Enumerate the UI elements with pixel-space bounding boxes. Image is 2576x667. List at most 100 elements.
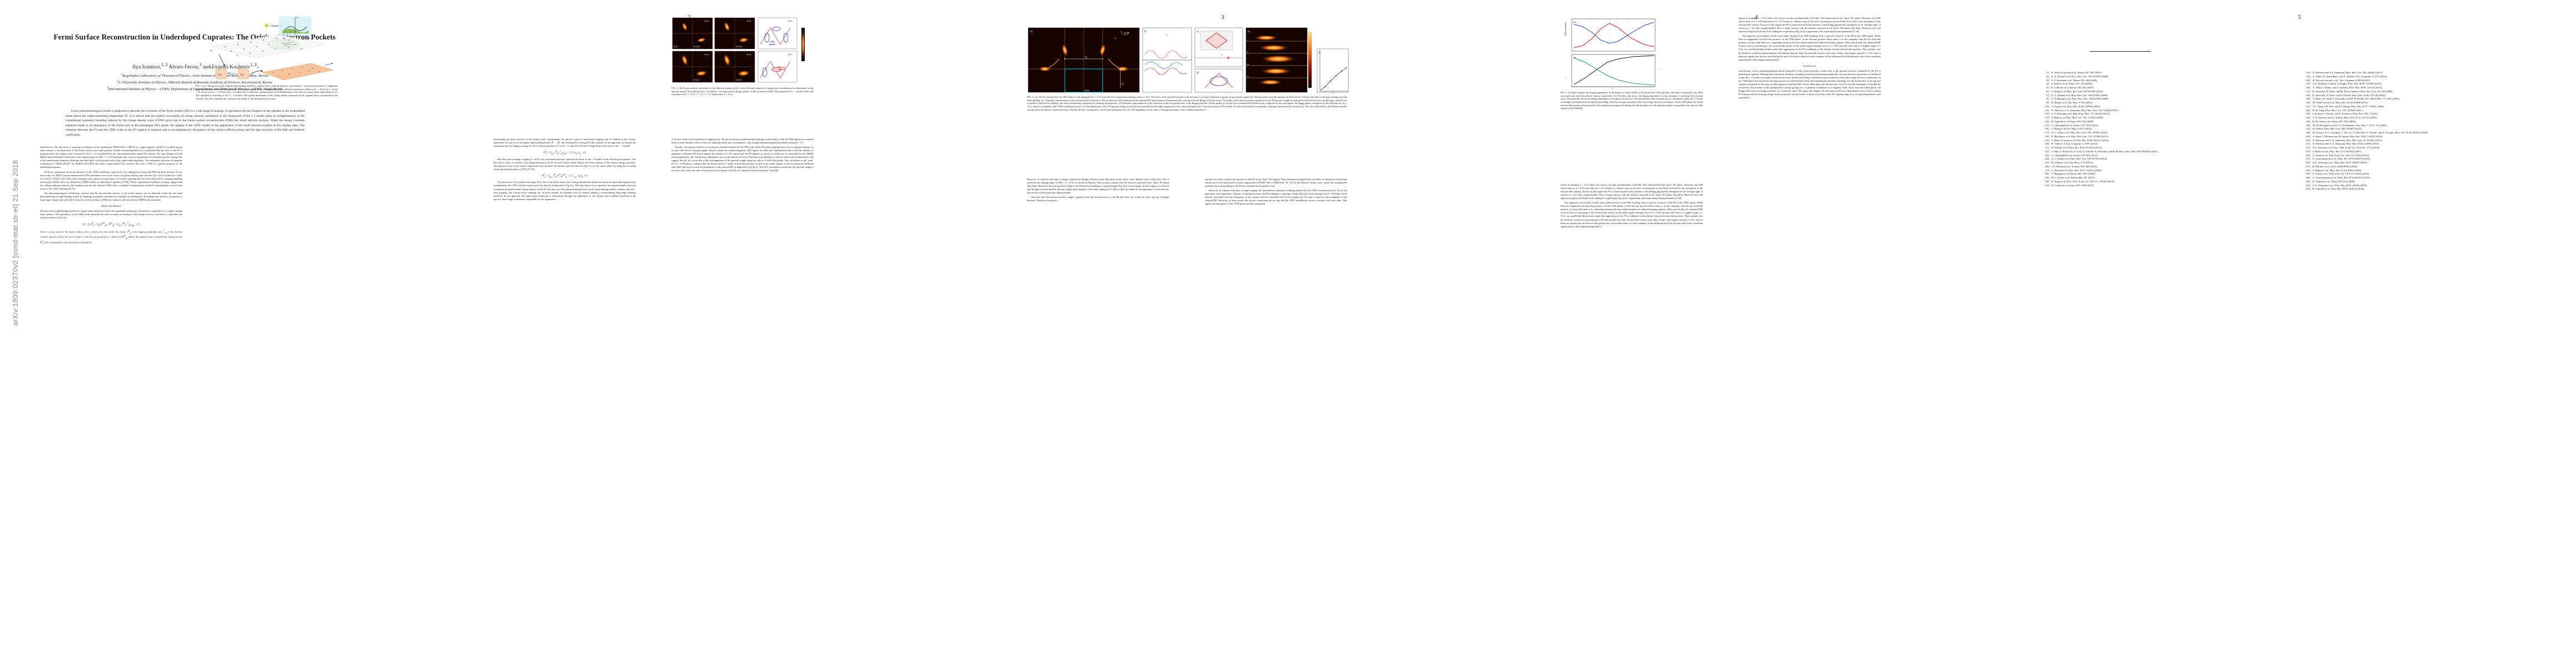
reference-item[interactable]: [20] W. Tabis et al, Nat. Commun. 5, 5875… <box>2040 142 2284 146</box>
reference-item[interactable]: [61] B. Vignolle et al., Nature 455 952 (… <box>2301 180 2559 183</box>
reference-item[interactable]: [12] S. E. Sebastian et al, Rep. Prog. Ph… <box>2040 112 2284 116</box>
svg-text:s-wave: s-wave <box>270 24 278 27</box>
reference-item[interactable]: [16] J. Chang et al, Nat. Phys. 8, 871 (2… <box>2040 127 2284 131</box>
reference-item[interactable]: [24] A. J. Achkar et al, Phys. Rev. Lett.… <box>2040 157 2284 161</box>
reference-item[interactable]: [6] J. Chang et al, Phys. Rev. Lett. 104 … <box>2040 90 2284 93</box>
reference-item[interactable]: [43] I. Ivantsov, I. Ferraz, and E. Koche… <box>2301 112 2559 116</box>
reference-item[interactable]: [42] H.-B. Yang, Phys. Rev. Lett. 107, 04… <box>2301 109 2559 112</box>
reference-item[interactable]: [1] N. Doiron-Leyraud et al, Nature 447, … <box>2040 71 2284 74</box>
reference-item[interactable]: [31] R. Comin et al, Science 347, 1335 (2… <box>2040 184 2284 187</box>
reference-item[interactable]: [21] M. Hücker et al, Phys. Rev. B 90, 05… <box>2040 146 2284 150</box>
reference-item[interactable]: [36] A. Allais, J. Bauer, and S. Sachdev,… <box>2301 86 2559 89</box>
reference-number: [44] <box>2306 116 2310 119</box>
reference-item[interactable]: [40] M. Abdel-Jawad et al, Phys. Rev. B 8… <box>2301 101 2559 104</box>
reference-item[interactable]: [14] B. Vignolle et al, Nature 455, 952 (… <box>2040 120 2284 123</box>
reference-item[interactable]: [57] B. Michon, et al., arXiv:1804.08502 … <box>2301 165 2559 168</box>
reference-item[interactable]: [10] T. Suzuki et al, Phys. Rev. B 66, 10… <box>2040 105 2284 108</box>
reference-number: [14] <box>2045 120 2049 123</box>
reference-item[interactable]: [18] E. Blackburn et al, Phys. Rev. Lett.… <box>2040 135 2284 138</box>
svg-text:f: f <box>216 67 217 69</box>
reference-number: [29] <box>2045 176 2049 179</box>
reference-number: [27] <box>2045 168 2049 172</box>
reference-item[interactable]: [35] A.V. Maharaj, P. Hosur, S. Raghu, Ph… <box>2301 82 2559 86</box>
reference-item[interactable]: [3] S. E. Sebastian et al, Nature 454, 20… <box>2040 79 2284 82</box>
reference-item[interactable]: [19] S. Blanco-Canosa et al, Phys. Rev. B… <box>2040 139 2284 142</box>
reference-number: [52] <box>2306 146 2310 149</box>
reference-item[interactable]: [60] G. Grissonnanche et al., Phys. Rev. … <box>2301 176 2559 180</box>
reference-text: E. A. Yelland et al, Phys. Rev. Lett. 10… <box>2051 93 2109 97</box>
reference-item[interactable]: [49] S. Sakai, Y. Motome and M. Imada, Ph… <box>2301 135 2559 138</box>
reference-number: [24] <box>2045 157 2049 161</box>
reference-text: N. Doiron-Leyraud, et al., Nat. Commun. … <box>2313 78 2371 82</box>
reference-item[interactable]: [33] A. Allais, D. Chowdhury, and S. Sach… <box>2301 75 2559 78</box>
svg-text:7: 7 <box>1222 54 1223 57</box>
reference-item[interactable]: [32] N. Harrison and S.E. Sebastian, Phys… <box>2301 71 2559 74</box>
reference-item[interactable]: [46] M. M. Korshunov and S. G. Ovchinniko… <box>2301 124 2559 127</box>
reference-item[interactable]: [54] C. Proust et al., Natl Acad. Sci. US… <box>2301 154 2559 157</box>
reference-item[interactable]: [55] G. Grissonnanche et al., Phys. Rev. … <box>2301 157 2559 161</box>
reference-item[interactable]: [37] D. Sénéchal, D. Perez, and M. Pioro-… <box>2301 90 2559 93</box>
reference-item[interactable]: [45] K. M. Shen et al, Science 307, 901 (… <box>2301 120 2559 123</box>
reference-item[interactable]: [41] T.Y. Yang, T.M. Rice and F.C.Zhang, … <box>2301 105 2559 108</box>
p2-right-para-2: Results. Our approach allows us to prese… <box>671 146 814 172</box>
reference-item[interactable]: [15] G. Ghiringhelli et al, Science 337, … <box>2040 124 2284 127</box>
page-3: 3 a) <box>956 0 1489 667</box>
reference-item[interactable]: [62] S. E. Sebastian et al., Phys. Rev. B… <box>2301 184 2559 187</box>
reference-text: D. LeBoeuf et al, Nature 450, 533 (2007)… <box>2051 86 2095 89</box>
reference-item[interactable]: [5] D. LeBoeuf et al, Nature 450, 533 (20… <box>2040 86 2284 89</box>
reference-text: S. E. Sebastian et al, Nature 454, 200 (… <box>2051 78 2098 82</box>
reference-item[interactable]: [8] A. F. Bangura et al, Phys. Rev. Lett.… <box>2040 97 2284 101</box>
page-number-5: 5 <box>2298 14 2301 21</box>
reference-item[interactable]: [17] A. J. Achkar et al, Phys. Rev. Lett.… <box>2040 131 2284 135</box>
reference-text: N. Doiron-Leyraud et al, Nature 447, 565… <box>2051 71 2102 74</box>
page-2: 2 (π,π) (0,0) <box>422 0 956 667</box>
reference-column-2: [32] N. Harrison and S.E. Sebastian, Phys… <box>2301 71 2559 191</box>
reference-item[interactable]: [25] D. LeBoeuf et al, Nat. Phys. 9 79 (2… <box>2040 161 2284 165</box>
reference-item[interactable]: [27] C. Howald et al, Phys. Rev. B 67, 01… <box>2040 169 2284 172</box>
reference-item[interactable]: [38] D. Sénéchal, D. Perez, and D. Plouff… <box>2301 94 2559 97</box>
reference-item[interactable]: [56] S. E. Sebastian et al., Phys. Rev. B… <box>2301 161 2559 165</box>
reference-item[interactable]: [23] G. Ghiringhelli et al, Science 337 8… <box>2040 154 2284 157</box>
reference-item[interactable]: [48] M. Ferrero, P. S. Cornaglia, L. De L… <box>2301 131 2559 135</box>
page-4: 4 (a) DOS (states/eV) (b) δ π Δ <box>1489 0 2023 667</box>
reference-item[interactable]: [50] N. Harrison and S. E. Sebastian, Phy… <box>2301 139 2559 142</box>
reference-text: A. Allais, D. Chowdhury, and S. Sachdev,… <box>2313 74 2388 78</box>
reference-item[interactable]: [34] N. Doiron-Leyraud, et al., Nat. Comm… <box>2301 79 2559 82</box>
reference-item[interactable]: [30] K. Fujita et al, Proc. Natl. Acad. S… <box>2040 180 2284 183</box>
reference-item[interactable]: [11] N. Harrison, S. E. Sebastian, Phys. … <box>2040 109 2284 112</box>
reference-text: N. Barišic et al, Nat. Phys. 9 761 (2013… <box>2051 101 2093 104</box>
reference-item[interactable]: [63] B. Vignolle et al., Phys. Rev. B 85,… <box>2301 187 2559 191</box>
reference-item[interactable]: [28] T. Hanaguri et al, Nature 430, 1001 … <box>2040 172 2284 176</box>
svg-text:c): c) <box>257 66 259 68</box>
equation-1: H = Σf H0f + Σfg Hintfg, Hintfg = Σij,σ … <box>83 222 139 227</box>
svg-text:(π,π): (π,π) <box>1124 32 1129 34</box>
reference-text: C. Proust et al., Natl Acad. Sci. USA 11… <box>2313 153 2370 157</box>
reference-item[interactable]: [4] S. Badoux et al, Nature 531, 210 (201… <box>2040 82 2284 86</box>
reference-number: [38] <box>2306 93 2310 97</box>
reference-item[interactable]: [9] N. Barišic et al, Nat. Phys. 9 761 (2… <box>2040 101 2284 104</box>
figure-1-caption: FIG. 1. (a): The picture of the original… <box>196 84 338 100</box>
reference-text: M. M. Korshunov and S. G. Ovchinnikov, E… <box>2313 123 2388 127</box>
reference-item[interactable]: [7] E. A. Yelland et al, Phys. Rev. Lett.… <box>2040 94 2284 97</box>
reference-item[interactable]: [22] J. Fink, V. Soltwisch, J. Geck, E. S… <box>2040 150 2284 153</box>
reference-item[interactable]: [47] M. Kohno, Phys. Rev. Lett. 108, 0764… <box>2301 127 2559 131</box>
reference-item[interactable]: [52] S.E. Sebastian et al, Proc. Natl. Ac… <box>2301 146 2559 150</box>
reference-number: [42] <box>2306 108 2310 112</box>
reference-item[interactable]: [53] S. Badoux et al, Phys. Rev. X 6, 021… <box>2301 150 2559 153</box>
reference-item[interactable]: [51] N. Harrison and S. E. Sebastian, Phy… <box>2301 142 2559 146</box>
reference-item[interactable]: [58] S. Badoux et al., Phys. Rev. X 6 021… <box>2301 169 2559 172</box>
reference-item[interactable]: [13] T. Helm et al, Phys. Rev. Lett. 103,… <box>2040 116 2284 120</box>
svg-text:(0,0): (0,0) <box>674 46 677 48</box>
reference-item[interactable]: [26] J. E. Hoffman et al, Science 295, 46… <box>2040 165 2284 168</box>
reference-item[interactable]: [59] C. Proust et al., Natl Acad. Sci. US… <box>2301 172 2559 176</box>
svg-text:kx: kx <box>308 37 311 39</box>
reference-text: E. Blackburn et al, Phys. Rev. Lett. 110… <box>2051 135 2109 138</box>
reference-number: [56] <box>2306 161 2310 164</box>
reference-item[interactable]: [29] M. J. Lawler et al, Nature 466, 347 … <box>2040 176 2284 180</box>
reference-item[interactable]: [44] T. D. Stanescu and G. Kotliar, Phys.… <box>2301 116 2559 120</box>
reference-item[interactable]: [2] E. A. Yelland et al, Phys. Rev. Lett.… <box>2040 75 2284 78</box>
reference-text: S. E. Sebastian et al., Phys. Rev. B 81 … <box>2313 183 2368 187</box>
equation-2: H0f = Σij,σ tffij c†fiσcfjσ + U Σi nfi↑n… <box>543 150 586 155</box>
svg-text:pocket: pocket <box>769 43 776 46</box>
reference-item[interactable]: [39] T. Maier, M. Jarell, T. Pruschke, an… <box>2301 97 2559 101</box>
